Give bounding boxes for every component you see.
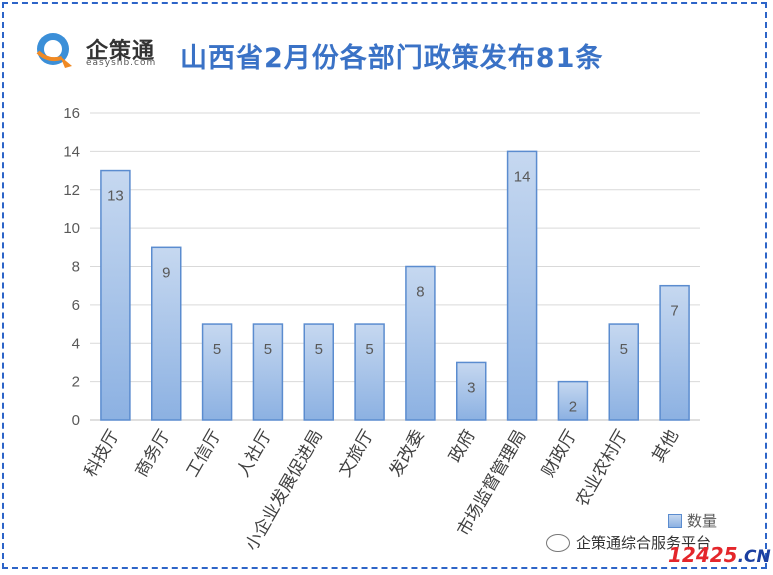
data-label: 8 [416,284,424,301]
bar [252,323,284,421]
page-title: 山西省2月份各部门政策发布81条 [180,43,604,74]
bar [456,361,487,421]
logo-name: 企策通 [86,39,156,64]
x-tick-label: 农业农村厅 [572,427,632,511]
y-tick-label: 6 [72,297,80,314]
page-border [2,2,767,569]
x-tick-label: 人社厅 [233,427,276,481]
data-label: 5 [264,341,272,358]
data-label: 5 [620,341,628,358]
watermark-account: 企策通综合服务平台 [576,534,712,552]
logo-domain: easyshb.com [86,58,157,68]
logo-icon [36,33,72,68]
site-number: 12425 [668,543,738,567]
y-tick-label: 4 [72,335,80,352]
y-tick-label: 2 [72,374,80,391]
wechat-icon [546,533,570,552]
bar [506,150,538,421]
bar [151,246,182,421]
bar [303,323,334,421]
x-tick-label: 其他 [649,427,683,466]
legend-swatch [668,513,682,528]
y-tick-label: 14 [63,143,80,160]
x-tick-label: 政府 [445,427,479,466]
x-tick-label: 工信厅 [183,427,226,481]
data-label: 9 [162,264,170,281]
y-tick-label: 12 [63,182,80,199]
watermark: 企策通综合服务平台 [546,532,711,553]
site-tld: .CN [737,547,771,567]
data-label: 14 [514,168,531,185]
data-label: 5 [213,341,221,358]
bar [405,265,436,421]
bar [659,284,690,421]
data-label: 7 [670,303,678,320]
data-label: 3 [467,379,475,396]
bar [354,323,385,421]
x-tick-label: 科技厅 [81,427,124,481]
site-watermark: 12425.CN [668,543,771,567]
bar [608,323,639,421]
y-tick-label: 0 [72,412,80,429]
x-tick-label: 商务厅 [132,427,175,481]
y-tick-label: 16 [63,105,80,122]
data-label: 5 [365,341,373,358]
bar [201,323,233,421]
legend-label: 数量 [687,512,718,530]
bar [557,380,589,421]
x-tick-label: 财政厅 [538,427,581,481]
y-tick-label: 10 [63,220,80,237]
data-label: 5 [315,341,323,358]
data-label: 13 [107,188,124,205]
x-tick-label: 发改委 [386,427,429,481]
bar [100,169,131,421]
x-tick-label: 文旅厅 [335,427,378,481]
data-label: 2 [569,399,577,416]
y-tick-label: 8 [72,259,80,276]
chart-legend: 数量 [668,510,717,531]
